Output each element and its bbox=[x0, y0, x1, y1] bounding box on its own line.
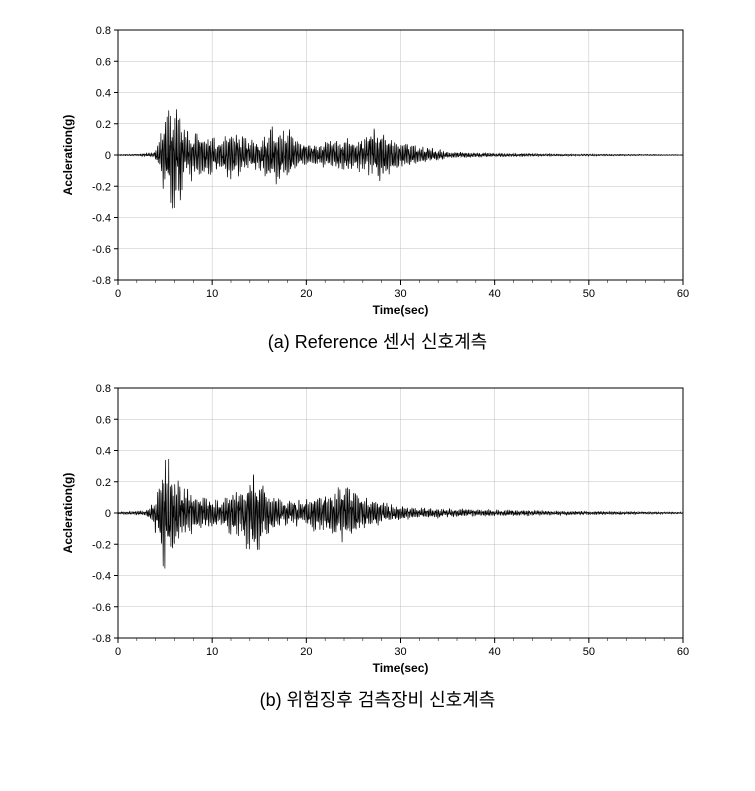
svg-text:Time(sec): Time(sec) bbox=[372, 303, 428, 317]
caption-b: (b) 위험징후 검측장비 신호계측 bbox=[58, 686, 698, 712]
caption-a: (a) Reference 센서 신호계측 bbox=[58, 328, 698, 354]
svg-text:0.4: 0.4 bbox=[95, 446, 110, 458]
svg-text:0.6: 0.6 bbox=[95, 56, 110, 68]
svg-text:0: 0 bbox=[104, 150, 110, 162]
svg-text:40: 40 bbox=[488, 646, 500, 658]
svg-text:-0.8: -0.8 bbox=[92, 633, 111, 645]
svg-text:60: 60 bbox=[676, 646, 688, 658]
svg-text:-0.6: -0.6 bbox=[92, 602, 111, 614]
svg-text:0.6: 0.6 bbox=[95, 414, 110, 426]
svg-text:0.8: 0.8 bbox=[95, 383, 110, 395]
chart-b-container: -0.8 -0.6 -0.4 -0.2 0 0.2 0.4 0.6 0.8 0 10 20 30 40 50… bbox=[58, 378, 698, 712]
svg-text:0: 0 bbox=[114, 288, 120, 300]
svg-text:10: 10 bbox=[206, 288, 218, 300]
svg-text:0.2: 0.2 bbox=[95, 477, 110, 489]
svg-text:-0.6: -0.6 bbox=[92, 244, 111, 256]
svg-text:30: 30 bbox=[394, 288, 406, 300]
svg-text:40: 40 bbox=[488, 288, 500, 300]
svg-text:50: 50 bbox=[582, 288, 594, 300]
svg-text:0.8: 0.8 bbox=[95, 25, 110, 37]
svg-text:-0.4: -0.4 bbox=[92, 213, 111, 225]
svg-text:0: 0 bbox=[104, 508, 110, 520]
svg-text:60: 60 bbox=[676, 288, 688, 300]
svg-text:Accleration(g): Accleration(g) bbox=[61, 473, 75, 554]
chart-b: -0.8 -0.6 -0.4 -0.2 0 0.2 0.4 0.6 0.8 0 10 20 30 40 50… bbox=[58, 378, 698, 678]
svg-text:0.4: 0.4 bbox=[95, 88, 110, 100]
svg-text:Time(sec): Time(sec) bbox=[372, 661, 428, 675]
svg-text:10: 10 bbox=[206, 646, 218, 658]
svg-text:30: 30 bbox=[394, 646, 406, 658]
svg-text:0: 0 bbox=[114, 646, 120, 658]
svg-text:20: 20 bbox=[300, 646, 312, 658]
svg-text:-0.2: -0.2 bbox=[92, 539, 111, 551]
svg-text:Accleration(g): Accleration(g) bbox=[61, 115, 75, 196]
svg-text:-0.4: -0.4 bbox=[92, 571, 111, 583]
svg-text:50: 50 bbox=[582, 646, 594, 658]
chart-a-container: -0.8 -0.6 -0.4 -0.2 0 0.2 0.4 0.6 0.8 0 10 20 30 40 50… bbox=[58, 20, 698, 354]
svg-text:-0.2: -0.2 bbox=[92, 181, 111, 193]
svg-text:0.2: 0.2 bbox=[95, 119, 110, 131]
svg-text:20: 20 bbox=[300, 288, 312, 300]
svg-text:-0.8: -0.8 bbox=[92, 275, 111, 287]
chart-a: -0.8 -0.6 -0.4 -0.2 0 0.2 0.4 0.6 0.8 0 10 20 30 40 50… bbox=[58, 20, 698, 320]
